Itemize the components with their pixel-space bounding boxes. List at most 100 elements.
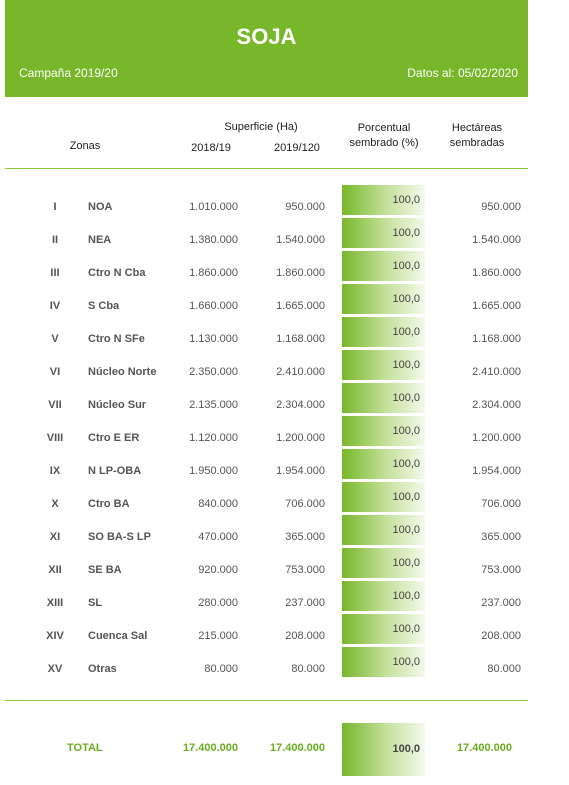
- percent-box: 100,0: [342, 218, 425, 248]
- zone-name: SO BA-S LP: [88, 531, 151, 543]
- percent-box: 100,0: [342, 251, 425, 281]
- zone-name: Ctro E ER: [88, 432, 140, 444]
- zone-name: SE BA: [88, 564, 122, 576]
- area-2018: 920.000: [198, 564, 238, 576]
- total-label: TOTAL: [67, 742, 103, 754]
- zone-number: VI: [49, 366, 61, 378]
- area-2018: 1.860.000: [189, 267, 238, 279]
- percent-value: 100,0: [392, 425, 420, 437]
- zone-name: Ctro N SFe: [88, 333, 145, 345]
- area-2018: 1.950.000: [189, 465, 238, 477]
- percent-box: 100,0: [342, 284, 425, 314]
- area-2019: 1.665.000: [276, 300, 325, 312]
- total-2019: 17.400.000: [269, 742, 325, 754]
- zone-name: NEA: [88, 234, 112, 246]
- area-2018: 80.000: [204, 663, 238, 675]
- percent-value: 100,0: [392, 557, 420, 569]
- area-2018: 2.350.000: [189, 366, 238, 378]
- percent-box: 100,0: [342, 383, 425, 413]
- area-2018: 2.135.000: [189, 399, 238, 411]
- percent-value: 100,0: [392, 524, 420, 536]
- percent-value: 100,0: [392, 227, 420, 239]
- percent-value: 100,0: [392, 293, 420, 305]
- hectares: 1.860.000: [472, 267, 521, 279]
- area-2018: 215.000: [198, 630, 238, 642]
- percent-box: 100,0: [342, 416, 425, 446]
- hectares: 2.410.000: [472, 366, 521, 378]
- hectares: 1.954.000: [472, 465, 521, 477]
- percent-box: 100,0: [342, 350, 425, 380]
- percent-box: 100,0: [342, 449, 425, 479]
- date: Datos al: 05/02/2020: [407, 66, 518, 80]
- zone-number: V: [51, 333, 59, 345]
- area-2019: 80.000: [291, 663, 325, 675]
- area-2019: 1.200.000: [276, 432, 325, 444]
- area-2018: 280.000: [198, 597, 238, 609]
- zone-number: XIV: [46, 630, 64, 642]
- year-header: 2018/19: [191, 142, 231, 154]
- year-header: 2019/120: [274, 142, 320, 154]
- area-2019: 950.000: [285, 201, 325, 213]
- hectares: 1.540.000: [472, 234, 521, 246]
- area-2018: 1.660.000: [189, 300, 238, 312]
- zone-name: N LP-OBA: [88, 465, 142, 477]
- percent-value: 100,0: [392, 194, 420, 206]
- total-percent: 100,0: [392, 743, 420, 755]
- percent-value: 100,0: [392, 260, 420, 272]
- campaign: Campaña 2019/20: [19, 66, 118, 80]
- percent-value: 100,0: [392, 458, 420, 470]
- percent-value: 100,0: [392, 359, 420, 371]
- area-2019: 208.000: [285, 630, 325, 642]
- zone-number: XI: [49, 531, 61, 543]
- zone-name: Ctro N Cba: [88, 267, 146, 279]
- total-2018: 17.400.000: [182, 742, 238, 754]
- percent-value: 100,0: [392, 491, 420, 503]
- divider: [5, 700, 528, 701]
- hectares-header: Hectáreas: [451, 122, 503, 134]
- zone-number: III: [50, 267, 60, 279]
- zone-number: XV: [47, 663, 63, 675]
- hectares: 2.304.000: [472, 399, 521, 411]
- hectares: 1.168.000: [472, 333, 521, 345]
- percent-box: 100,0: [342, 614, 425, 644]
- hectares: 80.000: [487, 663, 521, 675]
- area-2019: 1.540.000: [276, 234, 325, 246]
- header-band: [5, 0, 528, 97]
- percent-value: 100,0: [392, 590, 420, 602]
- zone-number: VII: [48, 399, 62, 411]
- area-2019: 1.168.000: [276, 333, 325, 345]
- percent-value: 100,0: [392, 326, 420, 338]
- area-2019: 365.000: [285, 531, 325, 543]
- percent-header: sembrado (%): [349, 137, 419, 149]
- area-2018: 1.130.000: [189, 333, 238, 345]
- zone-name: Ctro BA: [88, 498, 130, 510]
- area-2018: 1.380.000: [189, 234, 238, 246]
- area-2019: 753.000: [285, 564, 325, 576]
- area-2018: 1.010.000: [189, 201, 238, 213]
- percent-value: 100,0: [392, 392, 420, 404]
- percent-box: 100,0: [342, 185, 425, 215]
- zone-number: IV: [49, 300, 61, 312]
- area-2018: 470.000: [198, 531, 238, 543]
- zone-number: XIII: [46, 597, 64, 609]
- zone-number: IX: [49, 465, 61, 477]
- percent-box: 100,0: [342, 647, 425, 677]
- zone-name: Otras: [88, 663, 117, 675]
- percent-box: 100,0: [342, 548, 425, 578]
- percent-header: Porcentual: [357, 122, 411, 134]
- hectares: 365.000: [481, 531, 521, 543]
- zone-name: Cuenca Sal: [88, 630, 148, 642]
- percent-value: 100,0: [392, 623, 420, 635]
- hectares: 237.000: [481, 597, 521, 609]
- area-2018: 840.000: [198, 498, 238, 510]
- percent-box: 100,0: [342, 581, 425, 611]
- percent-box: 100,0: [342, 317, 425, 347]
- zone-number: X: [51, 498, 59, 510]
- hectares: 950.000: [481, 201, 521, 213]
- zone-name: Núcleo Sur: [88, 399, 147, 411]
- percent-value: 100,0: [392, 656, 420, 668]
- area-2019: 1.954.000: [276, 465, 325, 477]
- area-header: Superficie (Ha): [224, 121, 298, 133]
- zone-name: Núcleo Norte: [88, 366, 157, 378]
